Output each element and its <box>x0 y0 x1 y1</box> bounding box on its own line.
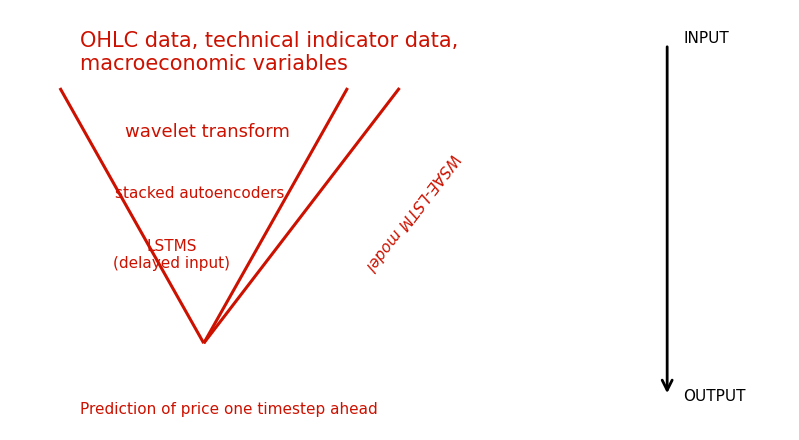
Text: Prediction of price one timestep ahead: Prediction of price one timestep ahead <box>80 402 378 417</box>
Text: OHLC data, technical indicator data,
macroeconomic variables: OHLC data, technical indicator data, mac… <box>80 31 458 74</box>
Text: LSTMS
(delayed input): LSTMS (delayed input) <box>113 239 230 271</box>
Text: wavelet transform: wavelet transform <box>125 123 290 141</box>
Text: OUTPUT: OUTPUT <box>683 389 745 403</box>
Text: stacked autoencoders: stacked autoencoders <box>115 186 284 201</box>
Text: INPUT: INPUT <box>683 31 729 46</box>
Text: WSAE-LSTM model: WSAE-LSTM model <box>362 150 461 273</box>
